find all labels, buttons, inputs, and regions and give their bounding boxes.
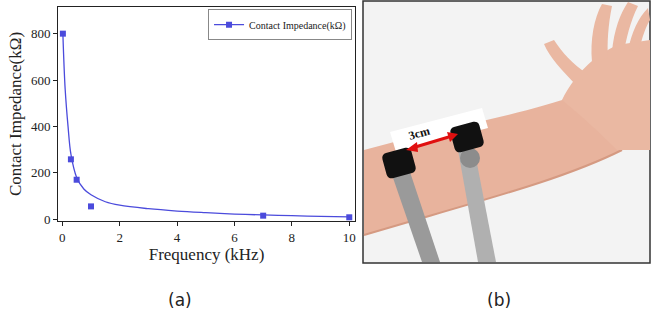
svg-text:Contact Impedance(kΩ): Contact Impedance(kΩ): [249, 20, 346, 32]
svg-text:0: 0: [44, 212, 51, 227]
svg-text:4: 4: [174, 230, 181, 245]
html-text:(a): (a): [168, 290, 192, 310]
svg-text:2: 2: [116, 230, 123, 245]
svg-text:200: 200: [31, 165, 51, 180]
svg-text:600: 600: [31, 73, 51, 88]
svg-text:3cm: 3cm: [407, 124, 431, 143]
svg-text:8: 8: [289, 230, 296, 245]
svg-text:Contact Impedance(kΩ): Contact Impedance(kΩ): [6, 32, 25, 196]
html-text:(b): (b): [487, 290, 512, 310]
svg-text:10: 10: [343, 230, 356, 245]
svg-text:800: 800: [31, 26, 51, 41]
svg-text:6: 6: [231, 230, 238, 245]
svg-text:Frequency (kHz): Frequency (kHz): [149, 245, 265, 264]
svg-text:400: 400: [31, 119, 51, 134]
svg-text:0: 0: [59, 230, 66, 245]
